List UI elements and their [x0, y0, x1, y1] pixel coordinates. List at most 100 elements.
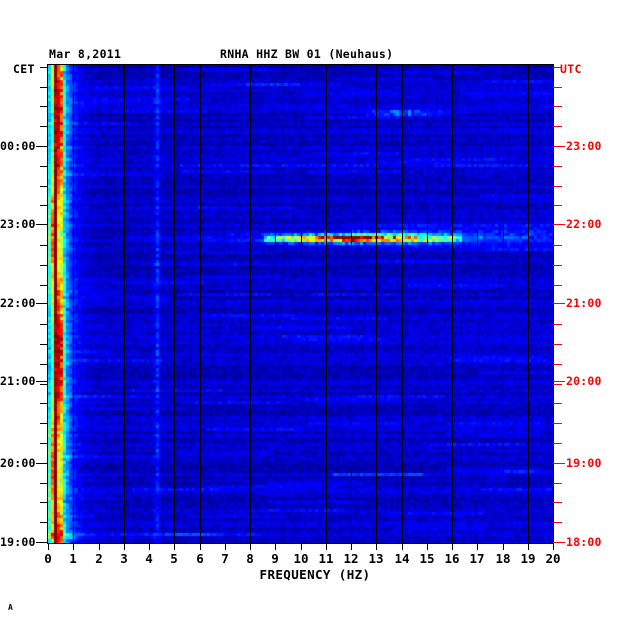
- gridline-17hz: [477, 65, 478, 543]
- gridline-12hz: [351, 65, 352, 543]
- right-minor-tick: [553, 87, 562, 88]
- right-major-tick-1900: [553, 463, 565, 464]
- gridline-13hz: [376, 65, 377, 543]
- right-major-tick-2300: [553, 146, 565, 147]
- left-minor-tick: [40, 423, 48, 424]
- right-minor-tick: [553, 502, 562, 503]
- gridline-3hz: [124, 65, 125, 543]
- right-minor-tick: [553, 403, 562, 404]
- xtick-label-19: 19: [520, 551, 536, 566]
- gridline-2hz: [99, 65, 100, 543]
- left-minor-tick: [40, 443, 48, 444]
- left-minor-tick: [40, 483, 48, 484]
- left-minor-tick: [40, 285, 48, 286]
- left-minor-tick: [40, 106, 48, 107]
- right-minor-tick: [553, 522, 562, 523]
- gridline-16hz: [452, 65, 453, 543]
- left-minor-tick: [40, 403, 48, 404]
- left-minor-tick: [40, 522, 48, 523]
- left-time-label-2200: 22:00: [0, 296, 36, 310]
- xtick-2: [99, 543, 100, 550]
- gridline-15hz: [427, 65, 428, 543]
- right-minor-tick: [553, 324, 562, 325]
- left-minor-tick: [40, 126, 48, 127]
- xtick-label-4: 4: [145, 551, 153, 566]
- right-minor-tick: [553, 245, 562, 246]
- xtick-7: [225, 543, 226, 550]
- right-time-label-1900: 19:00: [566, 456, 602, 470]
- gridline-1hz: [73, 65, 74, 543]
- xtick-label-13: 13: [368, 551, 384, 566]
- left-minor-tick: [40, 245, 48, 246]
- left-major-tick-2000: [36, 463, 48, 464]
- left-minor-tick: [40, 166, 48, 167]
- station-title: RNHA HHZ BW 01 (Neuhaus): [220, 47, 394, 61]
- xtick-label-8: 8: [246, 551, 254, 566]
- xtick-6: [200, 543, 201, 550]
- xaxis-title: FREQUENCY (HZ): [259, 567, 371, 582]
- xtick-label-3: 3: [120, 551, 128, 566]
- xtick-label-7: 7: [221, 551, 229, 566]
- xtick-16: [452, 543, 453, 550]
- right-major-tick-1800: [553, 542, 565, 543]
- xtick-8: [250, 543, 251, 550]
- right-time-label-2000: 20:00: [566, 374, 602, 388]
- left-minor-tick: [40, 67, 48, 68]
- right-major-tick-2000: [553, 381, 565, 382]
- gridline-5hz: [174, 65, 175, 543]
- xtick-label-11: 11: [318, 551, 334, 566]
- left-minor-tick: [40, 324, 48, 325]
- left-minor-tick: [40, 344, 48, 345]
- xtick-label-16: 16: [444, 551, 460, 566]
- left-time-label-1900: 19:00: [0, 535, 36, 549]
- left-minor-tick: [40, 364, 48, 365]
- left-major-tick-2100: [36, 381, 48, 382]
- right-minor-tick: [553, 443, 562, 444]
- xtick-3: [124, 543, 125, 550]
- xtick-label-17: 17: [469, 551, 485, 566]
- xtick-label-1: 1: [69, 551, 77, 566]
- right-minor-tick: [553, 384, 562, 385]
- xtick-20: [553, 543, 554, 550]
- xtick-4: [149, 543, 150, 550]
- xtick-label-9: 9: [271, 551, 279, 566]
- gridline-8hz: [250, 65, 251, 543]
- left-major-tick-2200: [36, 303, 48, 304]
- right-minor-tick: [553, 186, 562, 187]
- right-time-label-2200: 22:00: [566, 217, 602, 231]
- right-time-label-2300: 23:00: [566, 139, 602, 153]
- right-minor-tick: [553, 423, 562, 424]
- left-minor-tick: [40, 205, 48, 206]
- right-major-tick-2200: [553, 224, 565, 225]
- xtick-1: [73, 543, 74, 550]
- left-time-label-2000: 20:00: [0, 456, 36, 470]
- gridline-7hz: [225, 65, 226, 543]
- xtick-18: [503, 543, 504, 550]
- xtick-12: [351, 543, 352, 550]
- xtick-label-12: 12: [343, 551, 359, 566]
- xtick-label-6: 6: [196, 551, 204, 566]
- right-minor-tick: [553, 106, 562, 107]
- xtick-label-18: 18: [495, 551, 511, 566]
- left-major-tick-1900: [36, 542, 48, 543]
- left-time-label-2100: 21:00: [0, 374, 36, 388]
- right-minor-tick: [553, 67, 562, 68]
- left-time-label-0000: 00:00: [0, 139, 36, 153]
- left-minor-tick: [40, 502, 48, 503]
- xtick-11: [326, 543, 327, 550]
- left-minor-tick: [40, 87, 48, 88]
- xtick-5: [174, 543, 175, 550]
- xtick-label-15: 15: [419, 551, 435, 566]
- corner-mark: A: [8, 603, 13, 612]
- gridline-6hz: [200, 65, 201, 543]
- left-major-tick-0000: [36, 146, 48, 147]
- right-minor-tick: [553, 364, 562, 365]
- left-minor-tick: [40, 186, 48, 187]
- xtick-label-14: 14: [394, 551, 410, 566]
- gridline-11hz: [326, 65, 327, 543]
- xtick-14: [402, 543, 403, 550]
- gridline-4hz: [149, 65, 150, 543]
- right-minor-tick: [553, 166, 562, 167]
- left-minor-tick: [40, 265, 48, 266]
